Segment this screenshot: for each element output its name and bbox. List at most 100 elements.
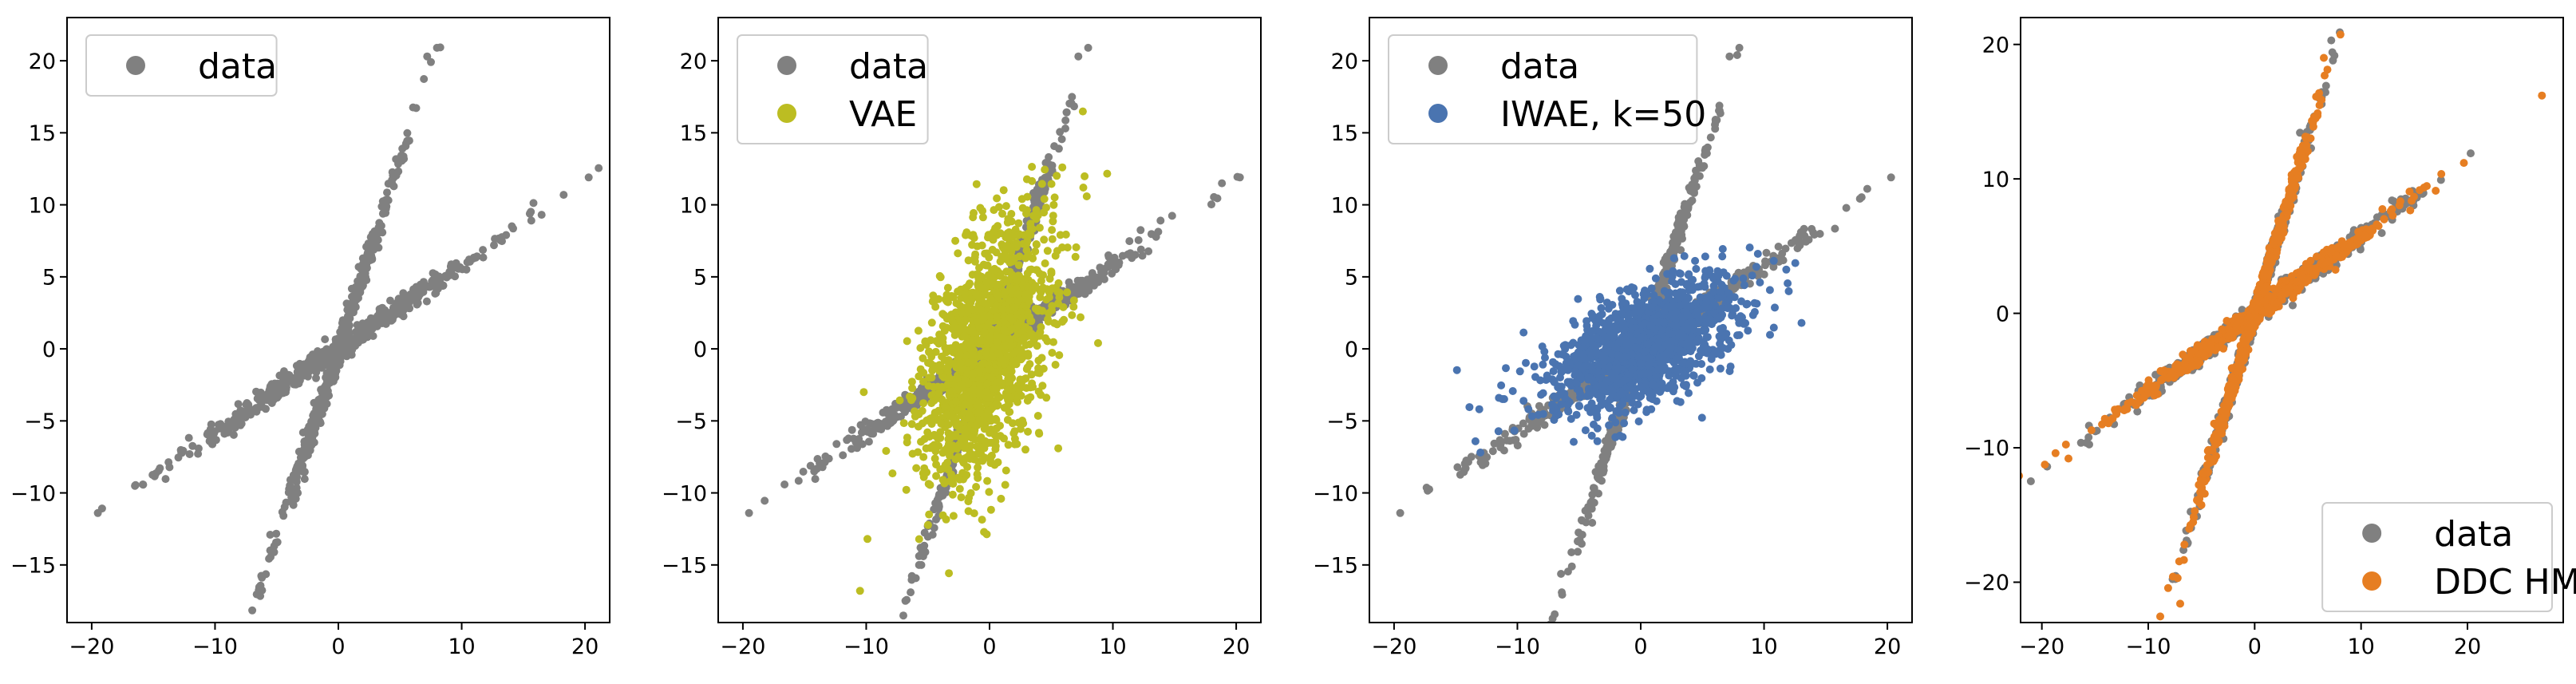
point xyxy=(1027,370,1036,379)
point xyxy=(899,611,907,620)
point xyxy=(1490,439,1499,448)
point xyxy=(934,500,943,509)
point xyxy=(863,535,871,544)
x-tick-label: −10 xyxy=(192,635,238,659)
point xyxy=(1008,419,1017,428)
point xyxy=(1043,247,1052,255)
point xyxy=(991,384,1000,393)
point xyxy=(866,420,875,428)
point xyxy=(1003,277,1012,286)
point xyxy=(1094,278,1103,287)
point xyxy=(230,415,239,424)
point xyxy=(1078,107,1087,116)
point xyxy=(1506,437,1515,445)
point xyxy=(1008,360,1017,369)
point xyxy=(1213,194,1222,203)
point xyxy=(290,374,298,382)
point xyxy=(306,353,314,362)
point xyxy=(964,507,973,516)
point xyxy=(982,387,991,396)
point xyxy=(1588,490,1597,499)
point xyxy=(216,420,225,429)
point xyxy=(1218,179,1227,188)
y-tick-label: −10 xyxy=(10,481,56,506)
point xyxy=(984,365,993,374)
point xyxy=(888,469,897,478)
point xyxy=(1068,310,1077,319)
point xyxy=(1069,296,1078,305)
point xyxy=(1038,382,1047,390)
point xyxy=(903,337,911,346)
point xyxy=(915,389,924,397)
y-tick-label: 15 xyxy=(29,121,56,146)
y-tick-label: 10 xyxy=(680,193,707,218)
point xyxy=(970,385,978,393)
point xyxy=(1041,165,1049,174)
point xyxy=(1582,518,1590,527)
point xyxy=(1567,562,1576,571)
point xyxy=(479,246,488,255)
point xyxy=(903,433,911,442)
point xyxy=(924,358,932,367)
point xyxy=(922,444,930,453)
point xyxy=(1167,212,1176,220)
point xyxy=(946,358,954,366)
point xyxy=(907,575,916,584)
point xyxy=(1026,317,1035,326)
x-tick-label: −10 xyxy=(844,635,889,659)
point xyxy=(986,505,995,514)
point xyxy=(1500,429,1509,438)
point xyxy=(1031,247,1040,255)
point xyxy=(400,291,409,299)
point xyxy=(1136,245,1145,254)
point xyxy=(972,483,981,491)
point xyxy=(986,417,995,425)
point xyxy=(954,287,962,296)
point xyxy=(982,350,990,358)
point xyxy=(745,508,753,517)
point xyxy=(1515,367,1524,376)
point xyxy=(992,400,1001,409)
point xyxy=(177,449,186,457)
point xyxy=(941,402,950,411)
point xyxy=(208,440,217,449)
point xyxy=(853,444,861,453)
point xyxy=(234,400,243,409)
point xyxy=(1049,200,1058,209)
point xyxy=(794,476,803,485)
point xyxy=(994,203,1003,212)
point xyxy=(1651,274,1660,283)
point xyxy=(969,370,978,378)
point xyxy=(949,512,958,520)
point xyxy=(954,420,962,428)
point xyxy=(266,385,274,393)
point xyxy=(824,454,833,463)
point xyxy=(1695,172,1704,180)
point xyxy=(928,530,937,539)
point xyxy=(931,302,940,311)
series-vae xyxy=(855,107,1112,595)
point xyxy=(1688,187,1697,196)
point xyxy=(915,535,923,544)
x-tick-label: 10 xyxy=(1099,635,1126,659)
y-tick-label: 10 xyxy=(29,193,56,218)
point xyxy=(529,199,538,208)
point xyxy=(938,352,946,361)
point xyxy=(1567,548,1576,556)
point xyxy=(998,209,1006,218)
point xyxy=(342,334,350,343)
point xyxy=(1094,338,1102,347)
point xyxy=(1000,326,1009,334)
point xyxy=(1739,274,1748,283)
point xyxy=(1551,610,1559,619)
point xyxy=(962,231,970,239)
point xyxy=(527,208,535,216)
point xyxy=(920,541,929,550)
point xyxy=(307,424,316,433)
point xyxy=(203,429,212,437)
point xyxy=(1039,271,1047,279)
point xyxy=(262,570,271,579)
point xyxy=(855,587,864,595)
